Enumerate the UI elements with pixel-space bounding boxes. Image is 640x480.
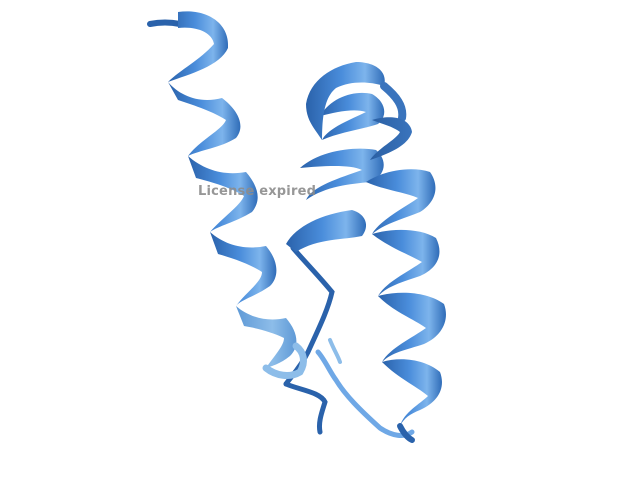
- helix-2: [286, 62, 407, 252]
- helix-3: [366, 117, 446, 443]
- helix-1: [168, 11, 307, 379]
- license-watermark: License expired: [198, 184, 317, 199]
